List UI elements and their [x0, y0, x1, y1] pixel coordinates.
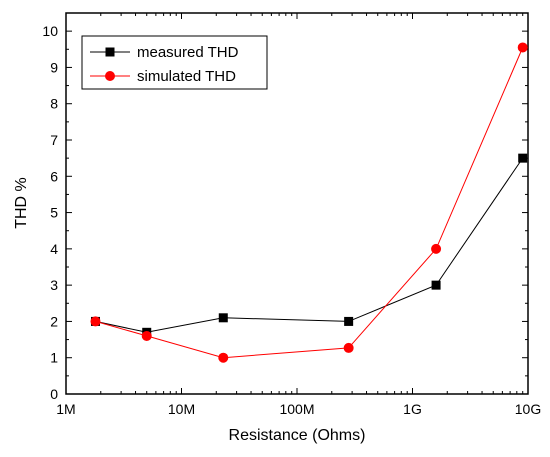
- data-point-simulated: [517, 42, 528, 53]
- data-point-simulated: [431, 243, 442, 254]
- y-tick-label: 1: [50, 350, 58, 366]
- x-tick-label: 100M: [279, 401, 314, 417]
- x-axis-ticks: 1M 10M 100M 1G 10G: [56, 13, 541, 417]
- y-tick-label: 7: [50, 132, 58, 148]
- legend-label-simulated: simulated THD: [137, 68, 236, 85]
- x-tick-label: 10M: [168, 401, 195, 417]
- legend-marker-simulated: [105, 71, 115, 81]
- legend-entry-simulated: simulated THD: [90, 68, 236, 85]
- series-line-1: [95, 47, 524, 359]
- x-tick-label: 1G: [403, 401, 422, 417]
- y-tick-label: 8: [50, 96, 58, 112]
- x-tick-label: 1M: [56, 401, 75, 417]
- legend-entry-measured: measured THD: [90, 44, 239, 61]
- legend-label-measured: measured THD: [137, 44, 239, 61]
- legend-marker-measured: [105, 47, 115, 57]
- y-tick-label: 4: [50, 241, 58, 257]
- data-point-measured: [344, 316, 354, 326]
- legend-box: [81, 35, 268, 90]
- y-axis-ticks: 0 1 2 3 4 5 6 7 8 9 10: [42, 23, 528, 402]
- data-point-measured: [518, 153, 528, 163]
- y-tick-label: 10: [42, 23, 58, 39]
- y-tick-label: 5: [50, 205, 58, 221]
- y-tick-label: 9: [50, 59, 58, 75]
- series-layer: [90, 42, 528, 363]
- series-line-0: [95, 157, 524, 333]
- y-tick-label: 2: [50, 313, 58, 329]
- data-point-simulated: [90, 316, 101, 327]
- legend: measured THD simulated THD: [81, 35, 268, 90]
- y-tick-label: 0: [50, 386, 58, 402]
- x-tick-label: 10G: [515, 401, 541, 417]
- data-point-simulated: [343, 342, 354, 353]
- y-axis-title: THD %: [13, 177, 30, 229]
- y-tick-label: 6: [50, 168, 58, 184]
- x-axis-title: Resistance (Ohms): [229, 427, 366, 444]
- data-point-simulated: [218, 352, 229, 363]
- y-tick-label: 3: [50, 277, 58, 293]
- data-point-measured: [431, 280, 441, 290]
- data-point-simulated: [141, 330, 152, 341]
- data-point-measured: [218, 313, 228, 323]
